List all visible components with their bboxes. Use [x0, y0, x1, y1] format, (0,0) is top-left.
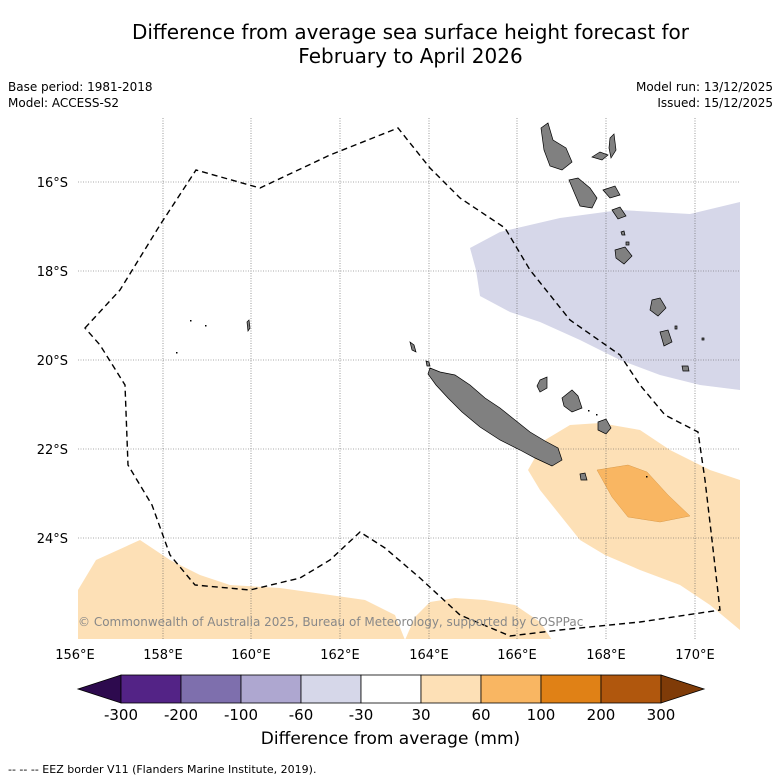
colorbar-tick: 100 [527, 706, 556, 724]
vanuatu-island-10 [681, 365, 690, 372]
loyalty-island-2 [597, 418, 612, 435]
vanuatu-island-6 [611, 206, 627, 220]
islet-1 [579, 472, 588, 481]
gridlines [78, 118, 740, 639]
vanuatu-island-7 [614, 246, 633, 265]
land-masses [246, 122, 705, 481]
vanuatu-islet-b [625, 241, 630, 246]
loyalty-island-3 [536, 376, 548, 393]
colorbar-segment [420, 674, 482, 704]
colorbar-segment [600, 674, 662, 704]
issued-date: Issued: 15/12/2025 [657, 96, 773, 110]
lon-label: 166°E [497, 648, 537, 663]
vanuatu-island-4 [568, 177, 598, 209]
vanuatu-islet-a [620, 230, 626, 236]
islet-3 [246, 319, 251, 332]
title-line-1: Difference from average sea surface heig… [131, 20, 690, 44]
colorbar-tick: 300 [647, 706, 676, 724]
vanuatu-island-8 [649, 297, 667, 317]
longitude-labels: 156°E 158°E 160°E 162°E 164°E 166°E 168°… [55, 648, 715, 663]
lon-label: 158°E [143, 648, 183, 663]
lon-label: 160°E [231, 648, 271, 663]
colorbar-tick: -30 [349, 706, 374, 724]
colorbar-tick: -200 [164, 706, 198, 724]
model-name: Model: ACCESS-S2 [8, 96, 120, 110]
colorbar-tick: -300 [104, 706, 138, 724]
vanuatu-island-9 [659, 329, 673, 347]
meta-left: Base period: 1981-2018 Model: ACCESS-S2 [8, 79, 153, 111]
latitude-labels: 16°S 18°S 20°S 22°S 24°S [37, 176, 68, 547]
colorbar-tick: -60 [289, 706, 314, 724]
positive-anomaly-region-south [78, 540, 405, 639]
colorbar-segment [120, 674, 182, 704]
base-period: Base period: 1981-2018 [8, 80, 153, 94]
lat-label: 18°S [37, 265, 68, 280]
lat-label: 24°S [37, 532, 68, 547]
vanuatu-island-2 [591, 151, 609, 161]
colorbar-segment [540, 674, 602, 704]
colorbar-tick: -100 [224, 706, 258, 724]
lon-label: 170°E [675, 648, 715, 663]
map-area [78, 118, 740, 639]
lon-label: 164°E [409, 648, 449, 663]
title-line-2: February to April 2026 [298, 44, 523, 68]
footer-legend: -- -- -- EEZ border V11 (Flanders Marine… [8, 763, 317, 776]
meta-right: Model run: 13/12/2025 Issued: 15/12/2025 [636, 79, 773, 111]
colorbar-segment [360, 674, 422, 704]
colorbar-segment [300, 674, 362, 704]
colorbar-segment [180, 674, 242, 704]
colorbar-tick: 30 [411, 706, 430, 724]
loyalty-island-1 [561, 389, 583, 413]
vanuatu-island-1 [540, 122, 573, 171]
new-caledonia-island [427, 367, 563, 467]
vanuatu-islet-d [701, 337, 705, 341]
lat-label: 16°S [37, 176, 68, 191]
lat-label: 22°S [37, 443, 68, 458]
colorbar: -300 -200 -100 -60 -30 30 60 100 200 300 [76, 674, 706, 724]
islet-2 [409, 341, 417, 353]
positive-anomaly-core [596, 464, 691, 523]
chart-title: Difference from average sea surface heig… [0, 20, 781, 68]
negative-anomaly-region [470, 202, 740, 390]
colorbar-under-arrow [76, 674, 122, 704]
tiny-islets [176, 320, 648, 478]
colorbar-tick: 200 [587, 706, 616, 724]
vanuatu-island-5 [602, 185, 621, 199]
vanuatu-islet-c [674, 325, 678, 330]
colorbar-segment [240, 674, 302, 704]
islet-4 [425, 360, 431, 367]
colorbar-title: Difference from average (mm) [260, 729, 521, 749]
lat-label: 20°S [37, 354, 68, 369]
model-run: Model run: 13/12/2025 [635, 80, 773, 94]
colorbar-segment [480, 674, 542, 704]
copyright-notice: © Commonwealth of Australia 2025, Bureau… [78, 615, 583, 629]
lon-label: 168°E [586, 648, 626, 663]
lon-label: 156°E [55, 648, 95, 663]
colorbar-over-arrow [660, 674, 706, 704]
vanuatu-island-3 [608, 133, 617, 159]
positive-anomaly-region-south-mid [405, 598, 552, 639]
colorbar-tick: 60 [471, 706, 490, 724]
lon-label: 162°E [320, 648, 360, 663]
